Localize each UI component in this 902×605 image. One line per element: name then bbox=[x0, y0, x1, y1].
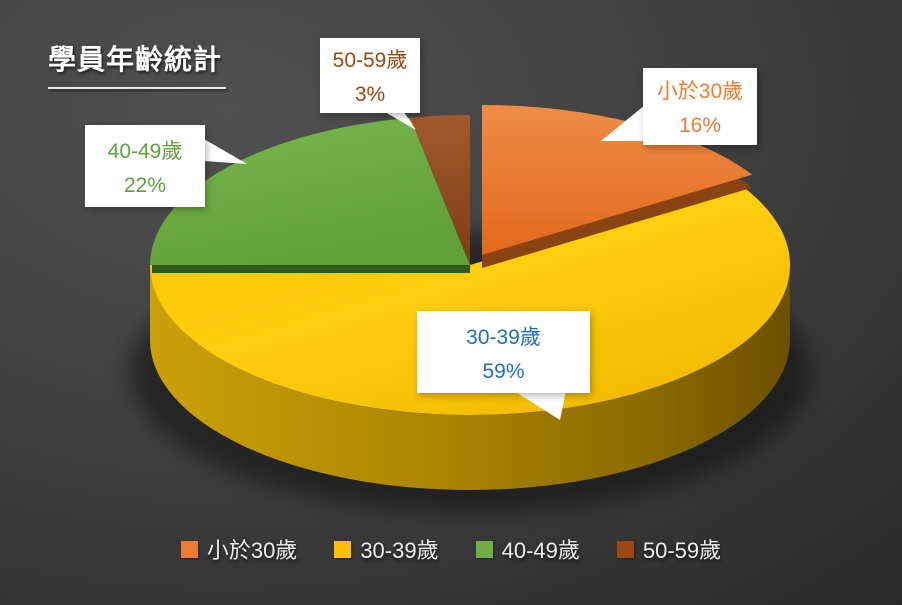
data-label-30-39-category: 30-39歲 bbox=[466, 325, 541, 349]
legend-item-under30: 小於30歲 bbox=[180, 533, 298, 565]
pie-slice-30-39 bbox=[150, 184, 790, 415]
legend-item-30-39: 30-39歲 bbox=[334, 533, 439, 565]
data-label-40-49-percent: 22% bbox=[123, 173, 167, 197]
callout-tail-50-59 bbox=[385, 112, 416, 130]
page-title-text: 學員年齡統計 bbox=[48, 44, 223, 75]
legend-label-under30: 小於30歲 bbox=[206, 538, 298, 563]
data-label-under30-percent: 16% bbox=[678, 114, 722, 137]
data-label-50-59-percent: 3% bbox=[354, 83, 386, 106]
legend-item-40-49: 40-49歲 bbox=[475, 533, 580, 565]
page-title: 學員年齡統計 bbox=[48, 38, 226, 89]
legend-label-50-59: 50-59歲 bbox=[642, 538, 722, 563]
data-label-50-59-category: 50-59歲 bbox=[332, 49, 408, 72]
pie-cylinder-side bbox=[150, 265, 790, 490]
legend-label-30-39: 30-39歲 bbox=[360, 538, 439, 563]
data-label-under30: 小於30歲 16% bbox=[643, 68, 757, 145]
data-label-40-49-category: 40-49歲 bbox=[107, 139, 183, 163]
legend-swatch-50-59 bbox=[616, 540, 634, 558]
data-label-40-49: 40-49歲 22% bbox=[85, 125, 205, 207]
data-label-30-39-percent: 59% bbox=[482, 359, 525, 383]
pie-slice-40-49 bbox=[150, 117, 470, 265]
callout-tail-40-49 bbox=[204, 139, 247, 164]
legend-swatch-under30 bbox=[180, 540, 198, 558]
legend-swatch-30-39 bbox=[334, 540, 352, 558]
pie-slice-50-59 bbox=[410, 115, 470, 265]
legend-label-40-49: 40-49歲 bbox=[501, 538, 580, 563]
data-label-under30-category: 小於30歲 bbox=[656, 80, 744, 103]
chart-legend: 小於30歲 30-39歲 40-49歲 50-59歲 bbox=[0, 533, 902, 565]
data-label-30-39: 30-39歲 59% bbox=[417, 311, 590, 393]
title-underline bbox=[48, 87, 226, 89]
callout-tail-under30 bbox=[601, 105, 645, 141]
legend-swatch-40-49 bbox=[475, 540, 493, 558]
legend-item-50-59: 50-59歲 bbox=[616, 533, 722, 565]
data-label-50-59: 50-59歲 3% bbox=[320, 38, 420, 113]
callout-tail-30-39 bbox=[514, 391, 566, 420]
